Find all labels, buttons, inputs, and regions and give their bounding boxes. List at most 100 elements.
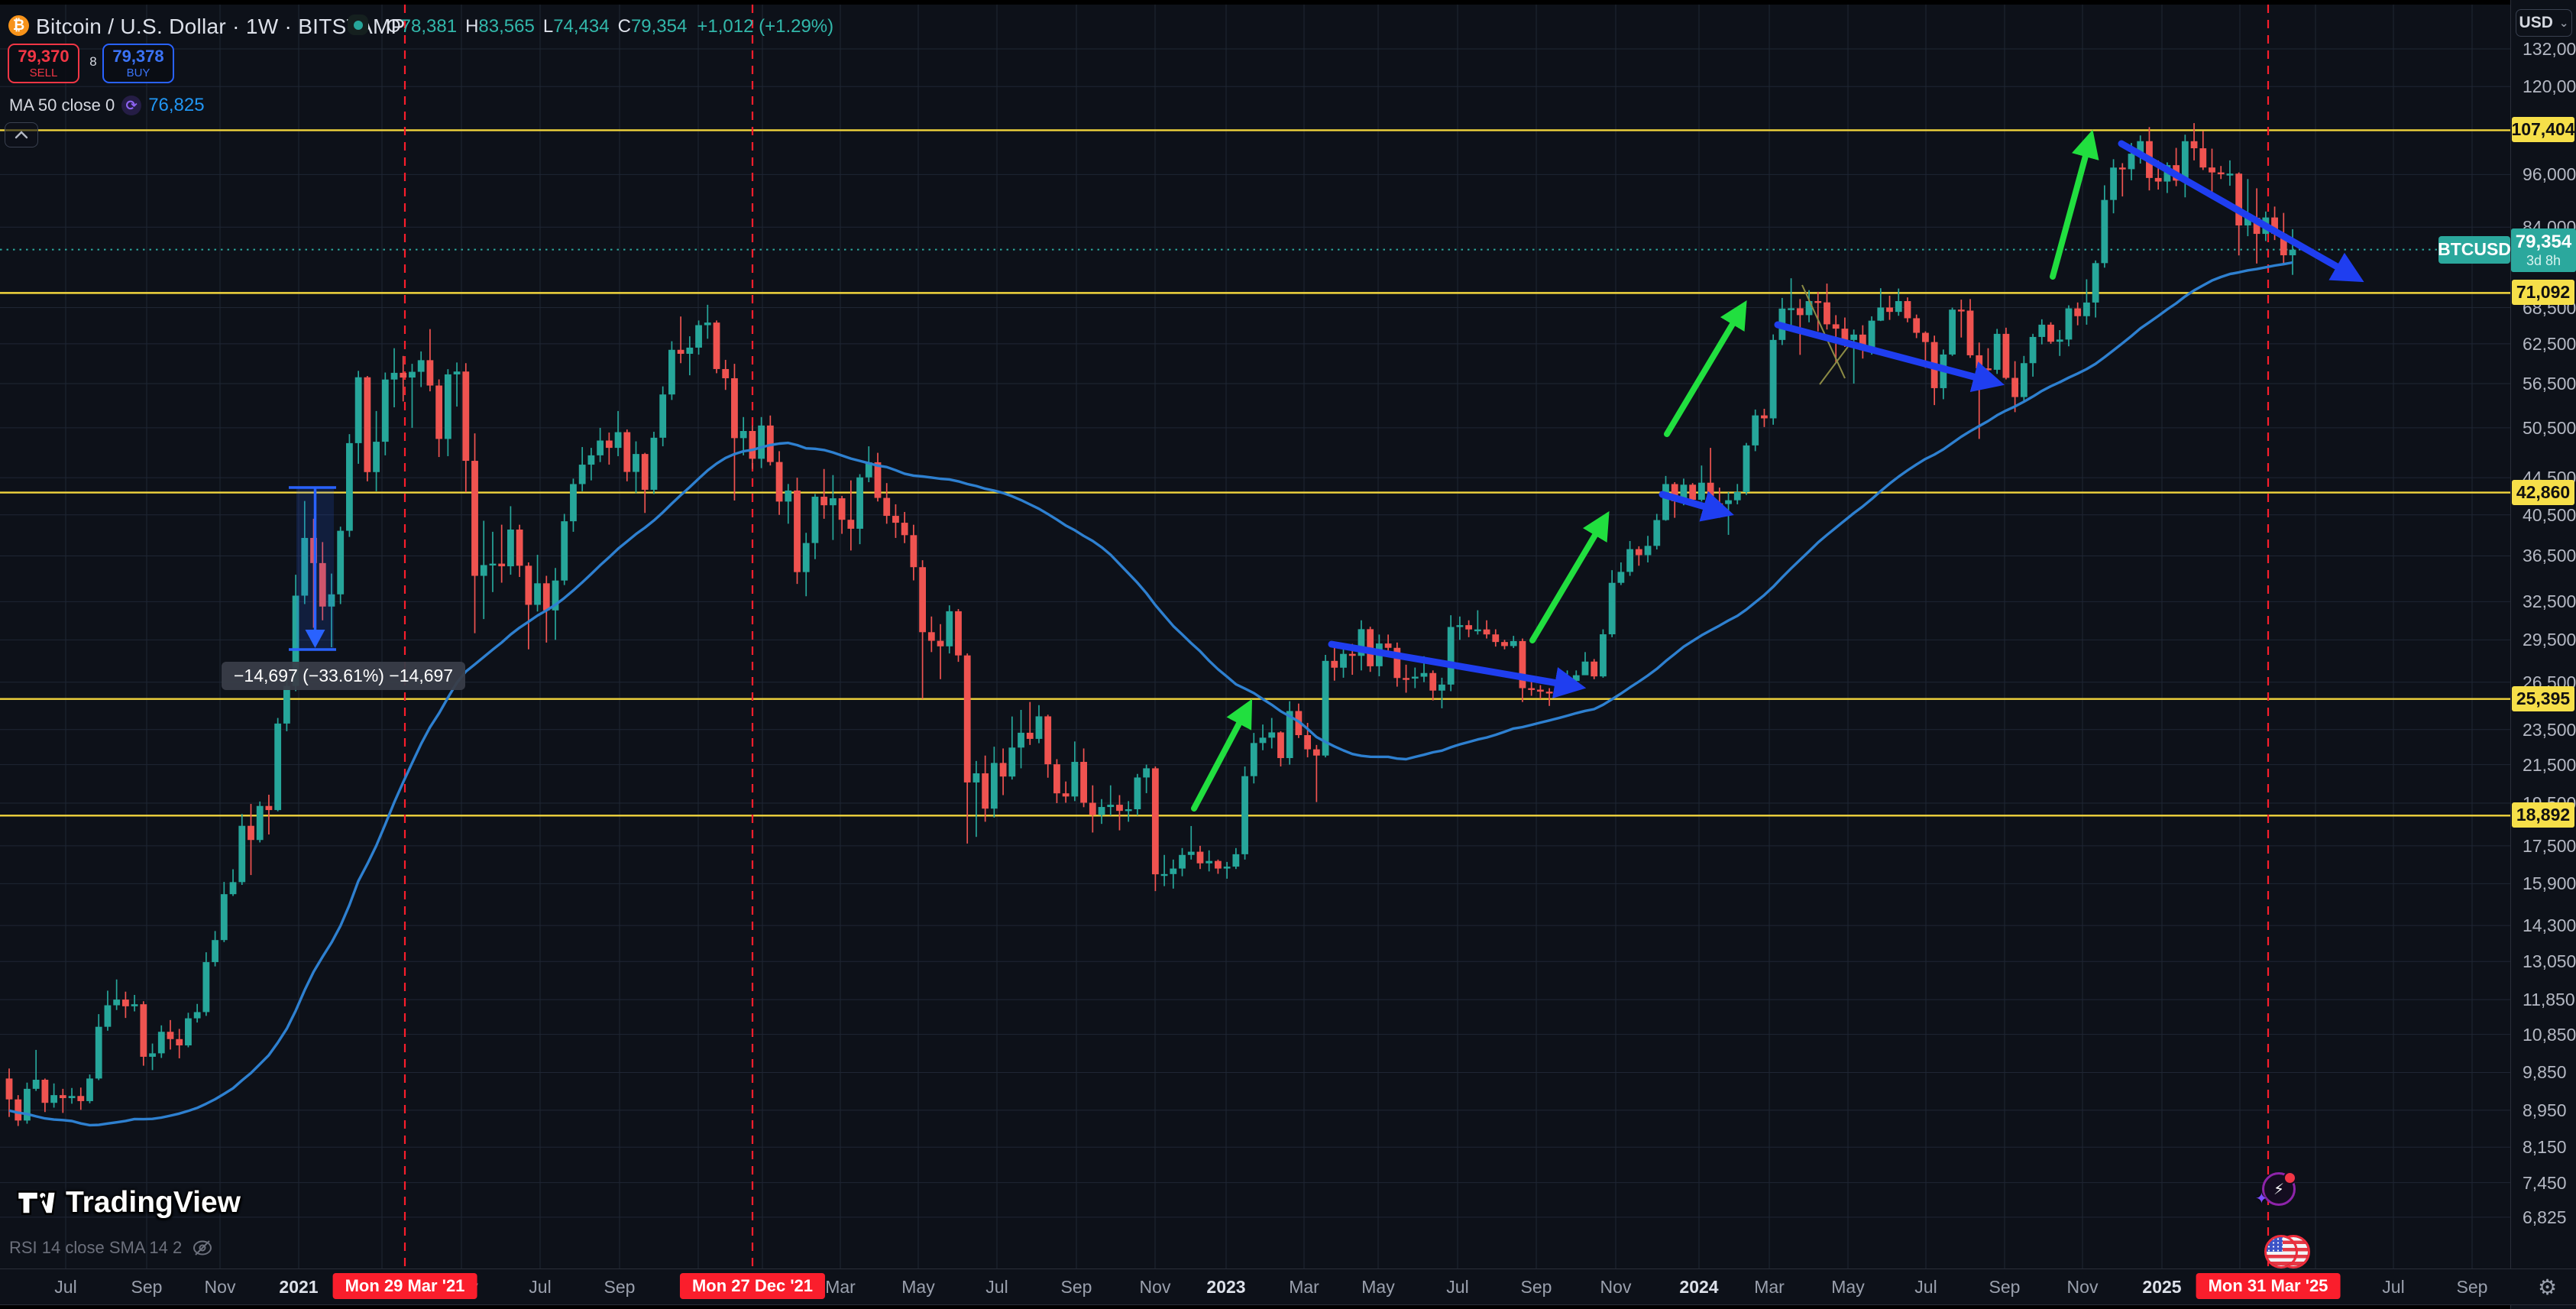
event-date-label[interactable]: Mon 31 Mar '25: [2196, 1273, 2341, 1299]
time-axis-label[interactable]: 2023: [1206, 1277, 1246, 1297]
price-tick-label: 36,500: [2523, 546, 2576, 566]
bitcoin-icon: ₿: [8, 15, 29, 36]
price-tick-label: 40,500: [2523, 504, 2576, 525]
tradingview-logo-text: TradingView: [66, 1186, 241, 1219]
time-axis-label[interactable]: May: [1361, 1277, 1395, 1297]
bottom-strip: [0, 1304, 2576, 1309]
buy-button[interactable]: 79,378 BUY: [102, 44, 174, 83]
eye-hidden-icon[interactable]: [191, 1238, 214, 1258]
current-price-tag[interactable]: 79,354 3d 8h: [2511, 228, 2576, 272]
price-tick-label: 29,500: [2523, 630, 2576, 650]
ma-indicator-label: MA 50 close 0: [9, 96, 115, 115]
price-tick-label: 6,825: [2523, 1207, 2567, 1227]
price-tick-label: 14,300: [2523, 915, 2576, 936]
time-axis-label[interactable]: Nov: [204, 1277, 236, 1297]
buy-label: BUY: [126, 66, 150, 79]
price-tick-label: 132,000: [2523, 39, 2576, 59]
ohlc-item: O78,381: [387, 16, 458, 37]
price-tick-label: 13,050: [2523, 951, 2576, 972]
us-flag-icon: [2264, 1235, 2298, 1268]
ma-indicator-row[interactable]: MA 50 close 0 ⟳ 76,825: [9, 95, 205, 116]
time-axis-label[interactable]: Mar: [825, 1277, 856, 1297]
chevron-up-icon: [15, 131, 28, 139]
time-axis-label[interactable]: Sep: [131, 1277, 163, 1297]
spread-value: 8: [89, 54, 97, 69]
rsi-indicator-row[interactable]: RSI 14 close SMA 14 2: [9, 1238, 214, 1258]
ohlc-item: C79,354: [617, 16, 688, 37]
change-value: +1,012 (+1.29%): [697, 16, 834, 37]
price-tick-label: 9,850: [2523, 1062, 2567, 1083]
time-axis-label[interactable]: 2025: [2142, 1277, 2182, 1297]
sync-icon[interactable]: ⟳: [121, 96, 142, 115]
tradingview-logo-icon: [17, 1191, 57, 1215]
price-tick-label: 21,500: [2523, 754, 2576, 775]
time-axis-label[interactable]: Jul: [54, 1277, 77, 1297]
time-axis-label[interactable]: 2024: [1679, 1277, 1719, 1297]
ma-indicator-value: 76,825: [148, 95, 205, 115]
price-level-label[interactable]: 18,892: [2512, 802, 2574, 828]
buy-price: 79,378: [112, 46, 164, 66]
time-axis-label[interactable]: Sep: [1989, 1277, 2021, 1297]
time-axis-label[interactable]: May: [1831, 1277, 1865, 1297]
price-tick-label: 50,500: [2523, 417, 2576, 438]
axis-settings-gear-icon[interactable]: ⚙: [2538, 1275, 2558, 1299]
ohlc-item: H83,565: [465, 16, 535, 37]
time-axis-label[interactable]: Sep: [2456, 1277, 2488, 1297]
news-flash-event-icon[interactable]: ⚡ ✦: [2255, 1171, 2296, 1207]
time-axis-label[interactable]: Jul: [985, 1277, 1008, 1297]
price-tick-label: 56,500: [2523, 373, 2576, 394]
us-economic-events-icon[interactable]: [2264, 1235, 2310, 1268]
lightning-icon: ⚡: [2273, 1181, 2285, 1198]
event-date-label[interactable]: Mon 27 Dec '21: [679, 1273, 826, 1299]
price-level-label[interactable]: 42,860: [2512, 479, 2574, 505]
price-tick-label: 17,500: [2523, 835, 2576, 856]
price-level-label[interactable]: 71,092: [2512, 280, 2574, 306]
rsi-indicator-label: RSI 14 close SMA 14 2: [9, 1238, 183, 1257]
time-axis-label[interactable]: Sep: [604, 1277, 636, 1297]
price-tick-label: 11,850: [2523, 990, 2575, 1010]
sparkle-icon: ✦: [2255, 1191, 2268, 1207]
sell-price: 79,370: [18, 46, 70, 66]
market-status-pill[interactable]: [348, 15, 368, 35]
time-axis-label[interactable]: Sep: [1060, 1277, 1092, 1297]
time-axis-label[interactable]: Jul: [2382, 1277, 2405, 1297]
time-axis-label[interactable]: Nov: [1139, 1277, 1171, 1297]
collapse-indicators-button[interactable]: [5, 122, 38, 147]
symbol-price-flag[interactable]: BTCUSD: [2438, 235, 2511, 264]
time-axis-label[interactable]: 2021: [279, 1277, 319, 1297]
time-axis-label[interactable]: Jul: [529, 1277, 552, 1297]
price-tick-label: 7,450: [2523, 1172, 2567, 1193]
price-tick-label: 23,500: [2523, 719, 2576, 740]
ohlc-item: L74,434: [542, 16, 610, 37]
time-axis-label[interactable]: Jul: [1446, 1277, 1469, 1297]
sell-button[interactable]: 79,370 SELL: [8, 44, 79, 83]
price-tick-label: 32,500: [2523, 591, 2576, 612]
market-open-dot-icon: [353, 20, 363, 30]
time-axis-label[interactable]: May: [901, 1277, 935, 1297]
time-axis-label[interactable]: Sep: [1520, 1277, 1552, 1297]
tradingview-watermark: TradingView: [17, 1186, 241, 1220]
chevron-down-icon: ⌄: [2558, 17, 2569, 30]
sell-label: SELL: [29, 66, 58, 79]
price-level-label[interactable]: 25,395: [2512, 685, 2574, 711]
price-tick-label: 62,500: [2523, 333, 2576, 354]
symbol-title[interactable]: Bitcoin / U.S. Dollar · 1W · BITSTAMP: [36, 15, 406, 38]
time-axis-label[interactable]: Nov: [1600, 1277, 1632, 1297]
currency-dropdown[interactable]: USD ⌄: [2516, 9, 2572, 37]
measure-tooltip: −14,697 (−33.61%) −14,697: [222, 662, 466, 690]
time-axis-label[interactable]: Jul: [1914, 1277, 1937, 1297]
event-date-label[interactable]: Mon 29 Mar '21: [332, 1273, 477, 1299]
price-tick-label: 8,150: [2523, 1137, 2567, 1158]
notification-dot-icon: [2283, 1171, 2296, 1184]
price-axis[interactable]: [2510, 0, 2576, 1309]
ohlc-values: O78,381 H83,565 L74,434 C79,354 +1,012 (+1.2…: [387, 16, 833, 37]
currency-label: USD: [2519, 14, 2553, 31]
price-tick-label: 96,000: [2523, 164, 2576, 185]
price-tick-label: 10,850: [2523, 1024, 2576, 1045]
price-level-label[interactable]: 107,404: [2511, 117, 2575, 143]
time-axis-label[interactable]: Mar: [1754, 1277, 1785, 1297]
time-axis-label[interactable]: Mar: [1289, 1277, 1319, 1297]
time-axis-label[interactable]: Nov: [2066, 1277, 2099, 1297]
